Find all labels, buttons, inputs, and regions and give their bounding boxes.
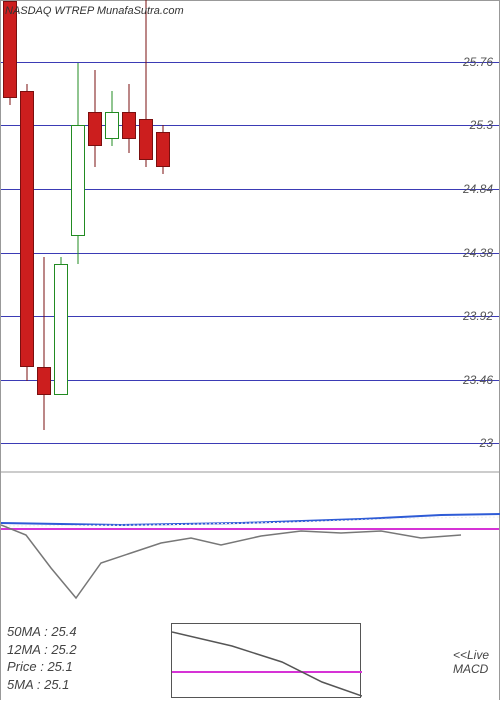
ma-info-block: 50MA : 25.412MA : 25.2Price : 25.15MA : … xyxy=(7,623,77,693)
candle-body xyxy=(139,119,153,160)
candle xyxy=(139,0,153,167)
inset-preview xyxy=(171,623,361,698)
price-chart: 25.76 25.3 24.84 24.38 23.92 23.46 23 xyxy=(1,1,499,471)
ma-info-line: 50MA : 25.4 xyxy=(7,623,77,641)
macd-label-line: <<Live xyxy=(453,648,489,662)
candle xyxy=(122,84,136,153)
chart-header: NASDAQ WTREP MunafaSutra.com xyxy=(5,5,184,17)
candle xyxy=(54,257,68,395)
candle xyxy=(37,257,51,430)
grid-label: 24.38 xyxy=(463,246,493,260)
candle xyxy=(156,125,170,173)
candle xyxy=(105,91,119,146)
grid-line xyxy=(1,316,499,317)
candle xyxy=(71,63,85,263)
ma-info-line: Price : 25.1 xyxy=(7,658,77,676)
ma-info-line: 12MA : 25.2 xyxy=(7,641,77,659)
grid-label: 24.84 xyxy=(463,182,493,196)
grid-line xyxy=(1,380,499,381)
grid-label: 25.76 xyxy=(463,55,493,69)
ma-info-line: 5MA : 25.1 xyxy=(7,676,77,694)
candle-body xyxy=(54,264,68,395)
chart-container: NASDAQ WTREP MunafaSutra.com 25.76 25.3 24.… xyxy=(0,0,500,700)
candle-body xyxy=(105,112,119,140)
candle xyxy=(88,70,102,167)
candle-body xyxy=(71,125,85,236)
candle-body xyxy=(20,91,34,367)
candle-body xyxy=(156,132,170,167)
candle-body xyxy=(37,367,51,395)
chart-root: NASDAQ WTREP MunafaSutra.com 25.76 25.3 24.… xyxy=(0,0,500,700)
grid-label: 23.92 xyxy=(463,309,493,323)
macd-label-line: MACD xyxy=(453,662,489,676)
candle xyxy=(20,84,34,381)
candle-body xyxy=(122,112,136,140)
candle-wick xyxy=(44,257,45,430)
candle-body xyxy=(88,112,102,147)
grid-label: 25.3 xyxy=(470,118,493,132)
indicator-chart: 50MA : 25.412MA : 25.2Price : 25.15MA : … xyxy=(1,471,499,701)
grid-label: 23 xyxy=(480,436,493,450)
grid-label: 23.46 xyxy=(463,373,493,387)
macd-label: <<LiveMACD xyxy=(453,648,489,677)
grid-line xyxy=(1,443,499,444)
